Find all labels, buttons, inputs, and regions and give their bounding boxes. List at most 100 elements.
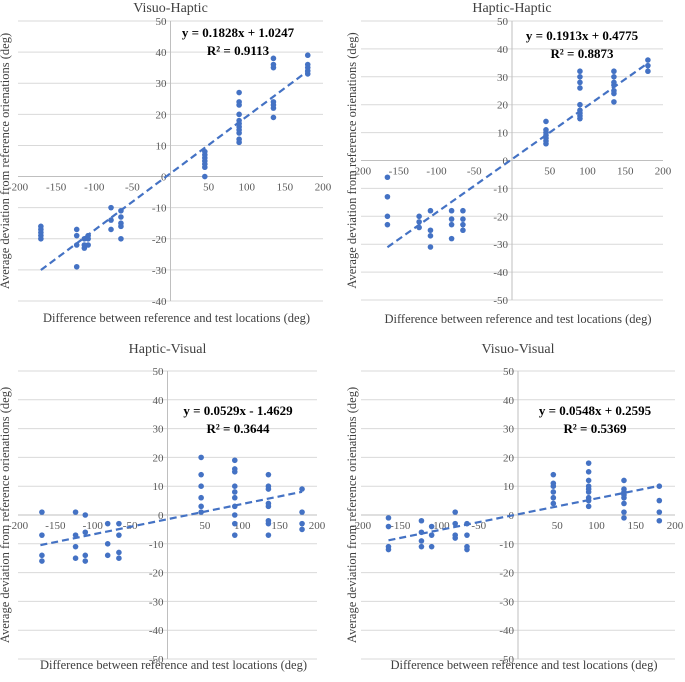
trendline — [388, 484, 660, 542]
data-point — [550, 500, 557, 507]
data-point — [72, 543, 79, 550]
trendline — [40, 490, 303, 547]
r-squared-label: R² = 0.8873 — [551, 46, 614, 61]
data-point — [116, 520, 122, 527]
data-point — [236, 99, 242, 105]
data-point — [265, 486, 272, 492]
data-point — [611, 68, 617, 75]
data-point — [108, 204, 114, 211]
x-tick-label: -200 — [351, 166, 372, 178]
data-point — [299, 509, 305, 515]
chart-panel-visuo-visual: -50-40-30-20-1001020304050-200-150-100-5… — [343, 341, 685, 682]
data-point — [464, 532, 470, 538]
data-point — [265, 532, 272, 538]
data-point — [231, 457, 238, 464]
data-point — [38, 235, 44, 242]
y-axis-title: Average deviation from reference orienat… — [0, 33, 12, 289]
data-point — [231, 483, 238, 489]
data-point — [621, 500, 627, 507]
data-point — [231, 532, 238, 538]
data-point — [585, 497, 592, 504]
data-point — [82, 529, 89, 536]
r-squared-label: R² = 0.9113 — [207, 43, 270, 58]
data-point — [621, 509, 627, 515]
y-tick-label: -40 — [152, 296, 167, 308]
chart-svg: -50-40-30-20-1001020304050-200-150-100-5… — [345, 1, 672, 326]
data-point — [231, 512, 238, 518]
data-point — [543, 127, 549, 133]
data-point — [427, 233, 434, 239]
data-point — [82, 558, 89, 564]
data-point — [108, 217, 114, 223]
y-tick-label: -50 — [499, 654, 514, 666]
y-tick-label: 20 — [153, 452, 165, 464]
data-point — [73, 226, 80, 233]
y-tick-label: -20 — [149, 568, 164, 580]
data-point — [198, 503, 204, 510]
x-tick-label: -150 — [389, 166, 410, 178]
y-tick-label: -30 — [499, 596, 514, 608]
data-point — [611, 99, 617, 105]
data-point — [231, 503, 238, 510]
data-point — [270, 55, 277, 62]
data-point — [611, 74, 617, 80]
y-tick-label: 30 — [497, 72, 509, 84]
data-point — [418, 538, 425, 544]
y-tick-label: -20 — [493, 211, 508, 223]
x-tick-label: -150 — [45, 520, 66, 532]
y-tick-label: 20 — [503, 452, 515, 464]
data-point — [621, 494, 627, 501]
data-point — [198, 454, 204, 461]
y-tick-label: 10 — [156, 140, 168, 152]
data-point — [108, 226, 114, 233]
data-point — [577, 79, 583, 86]
trendline-equation: y = 0.1828x + 1.0247 — [182, 25, 295, 40]
chart-title: Haptic-Haptic — [472, 1, 551, 16]
data-point — [104, 541, 111, 547]
data-point — [428, 543, 435, 550]
data-point — [550, 471, 557, 478]
y-tick-label: 50 — [497, 16, 509, 28]
data-point — [270, 99, 277, 105]
chart-svg: -50-40-30-20-1001020304050-200-150-100-5… — [0, 342, 326, 672]
data-point — [236, 89, 242, 96]
x-axis-title: Difference between reference and test lo… — [391, 658, 658, 672]
data-point — [645, 57, 651, 63]
data-point — [270, 61, 277, 68]
data-point — [460, 227, 466, 234]
data-point — [448, 216, 455, 222]
data-point — [81, 245, 88, 251]
data-point — [427, 244, 434, 250]
y-tick-label: -40 — [149, 625, 164, 637]
data-point — [39, 509, 45, 515]
y-tick-label: -40 — [499, 625, 514, 637]
data-point — [198, 483, 204, 489]
data-point — [460, 216, 466, 222]
data-point — [452, 509, 458, 515]
r-squared-label: R² = 0.3644 — [207, 421, 270, 436]
data-point — [202, 148, 208, 155]
trendline-equation: y = 0.1913x + 0.4775 — [526, 28, 639, 43]
data-point — [384, 174, 391, 181]
data-point — [416, 219, 422, 225]
y-tick-label: -10 — [493, 183, 508, 195]
data-point — [611, 79, 617, 86]
y-tick-label: -30 — [493, 239, 508, 251]
data-point — [611, 87, 617, 94]
data-point — [427, 207, 434, 214]
data-point — [73, 232, 80, 239]
y-tick-label: -40 — [493, 267, 508, 279]
data-point — [418, 543, 425, 550]
data-point — [72, 509, 79, 515]
data-point — [656, 497, 663, 504]
chart-title: Haptic-Visual — [129, 342, 207, 357]
data-point — [418, 529, 425, 536]
y-tick-label: 30 — [156, 78, 168, 90]
data-point — [416, 224, 422, 231]
data-point — [265, 520, 272, 527]
x-tick-label: 200 — [309, 520, 326, 532]
y-tick-label: -20 — [152, 234, 167, 246]
y-tick-label: 10 — [503, 481, 515, 493]
